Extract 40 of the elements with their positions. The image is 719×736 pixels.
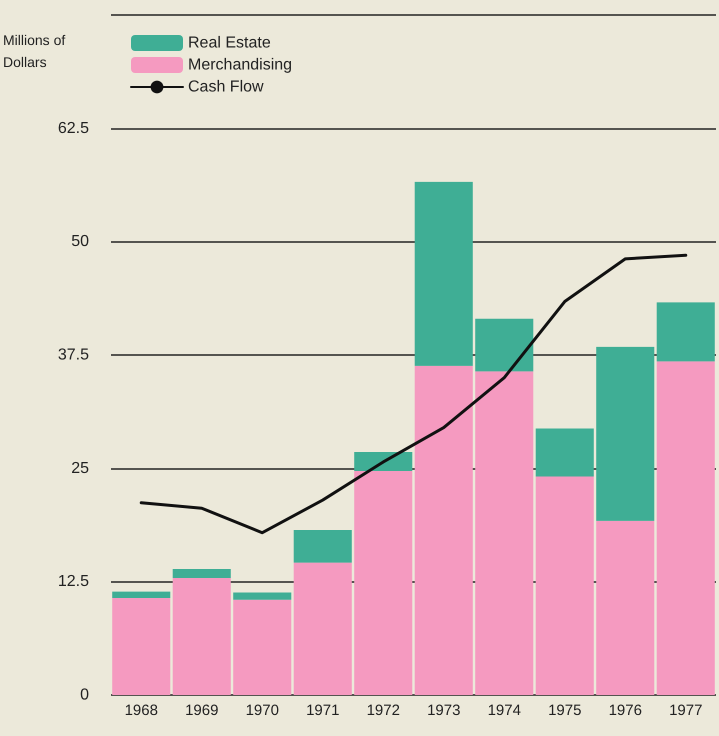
y-tick-label: 50 bbox=[71, 233, 90, 250]
bar bbox=[172, 568, 231, 578]
bar bbox=[475, 371, 534, 695]
y-tick-label: 12.5 bbox=[58, 573, 90, 590]
bar bbox=[656, 361, 715, 695]
bar bbox=[536, 428, 594, 476]
legend-label: Merchandising bbox=[188, 56, 292, 74]
x-tick-label: 1975 bbox=[548, 702, 582, 719]
x-tick-label: 1970 bbox=[246, 702, 279, 719]
x-tick-label: 1977 bbox=[669, 702, 702, 719]
bar bbox=[294, 530, 352, 563]
y-tick-label: 62.5 bbox=[58, 120, 90, 137]
bar bbox=[233, 600, 292, 695]
bar bbox=[294, 562, 352, 695]
legend-label: Cash Flow bbox=[188, 78, 264, 96]
bar bbox=[475, 318, 534, 372]
bar bbox=[414, 182, 473, 366]
y-axis-title: Millions of Dollars bbox=[3, 32, 66, 70]
bar bbox=[596, 520, 654, 695]
bar bbox=[596, 346, 654, 521]
y-tick-label: 25 bbox=[71, 460, 90, 477]
line-series bbox=[140, 254, 688, 534]
bar bbox=[112, 592, 170, 598]
x-tick-label: 1968 bbox=[124, 702, 158, 719]
x-tick-label: 1976 bbox=[608, 702, 642, 719]
bar bbox=[656, 302, 715, 362]
x-tick-label: 1973 bbox=[427, 702, 460, 719]
x-tick-label: 1971 bbox=[306, 702, 340, 719]
bar bbox=[172, 578, 231, 695]
legend-label: Real Estate bbox=[188, 34, 271, 52]
y-tick-label: 37.5 bbox=[58, 346, 90, 364]
y-tick-label: 0 bbox=[80, 686, 90, 704]
bar bbox=[112, 598, 170, 695]
bar bbox=[233, 592, 292, 600]
x-tick-label: 1972 bbox=[366, 702, 400, 719]
x-tick-label: 1969 bbox=[185, 702, 218, 719]
bar bbox=[536, 476, 594, 695]
bar bbox=[414, 366, 473, 695]
x-tick-label: 1974 bbox=[488, 702, 521, 719]
bar bbox=[354, 471, 412, 695]
